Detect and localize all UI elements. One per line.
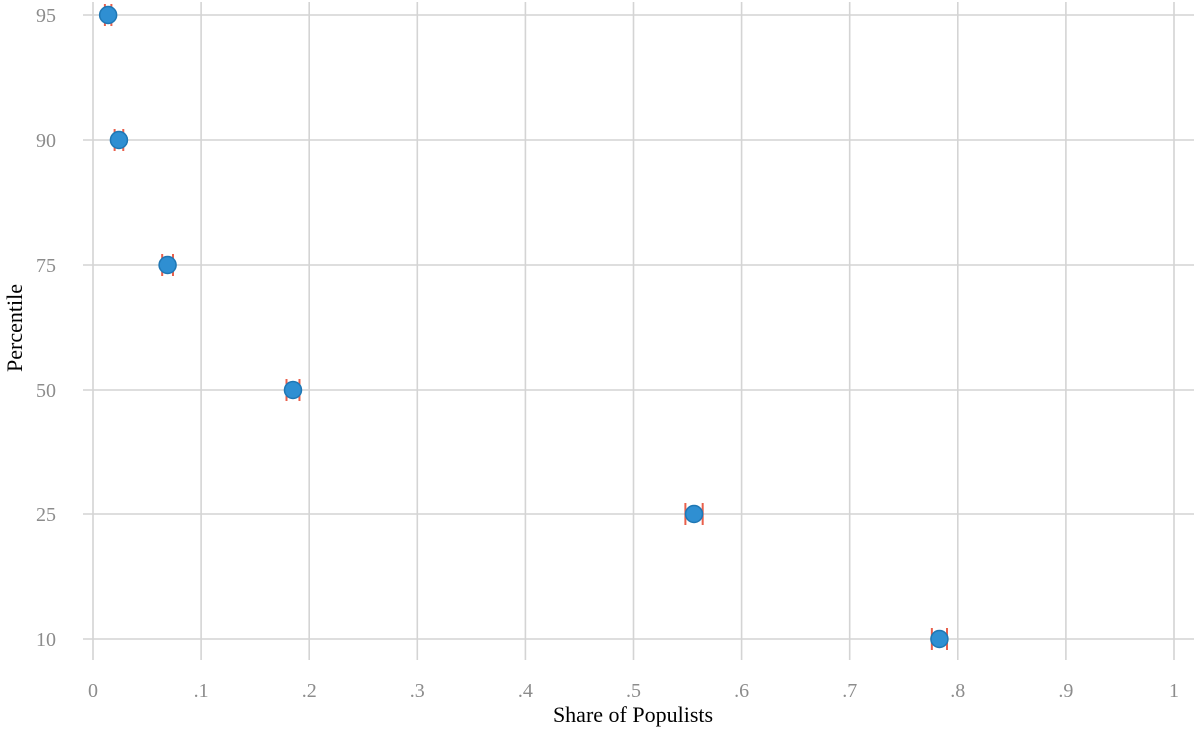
data-point	[283, 380, 303, 400]
data-point-group	[98, 4, 118, 26]
data-point	[684, 504, 704, 524]
y-tick-label: 50	[36, 380, 56, 402]
data-points	[98, 4, 949, 650]
data-point	[930, 629, 949, 649]
data-point	[98, 5, 118, 25]
x-tick-label: .2	[302, 680, 317, 702]
x-tick-label: .1	[194, 680, 209, 702]
horizontal-gridlines	[83, 14, 1194, 640]
data-point	[158, 255, 177, 275]
y-tick-label: 75	[36, 255, 56, 277]
x-tick-label: .4	[518, 680, 533, 702]
y-axis-tick-labels: 10 25 50 75 90 95	[36, 5, 56, 651]
data-point-group	[158, 254, 177, 276]
x-tick-label: .6	[734, 680, 749, 702]
y-tick-label: 95	[36, 5, 56, 27]
y-axis-title: Percentile	[2, 284, 27, 372]
x-tick-label: .9	[1058, 680, 1073, 702]
x-axis-title: Share of Populists	[553, 702, 713, 727]
data-point-group	[283, 379, 303, 401]
data-point-group	[109, 129, 129, 151]
y-tick-label: 90	[36, 130, 56, 152]
data-point	[109, 130, 129, 150]
x-tick-label: .7	[842, 680, 857, 702]
x-tick-label: 0	[88, 680, 98, 702]
x-tick-label: .8	[950, 680, 965, 702]
y-tick-label: 10	[36, 629, 56, 651]
data-point-group	[930, 628, 949, 650]
vertical-gridlines	[92, 2, 1175, 660]
x-tick-label: 1	[1169, 680, 1179, 702]
x-tick-label: .3	[410, 680, 425, 702]
x-tick-label: .5	[626, 680, 641, 702]
data-point-group	[684, 503, 704, 525]
y-tick-label: 25	[36, 504, 56, 526]
x-axis-tick-labels: 0 .1 .2 .3 .4 .5 .6 .7 .8 .9 1	[88, 680, 1179, 702]
